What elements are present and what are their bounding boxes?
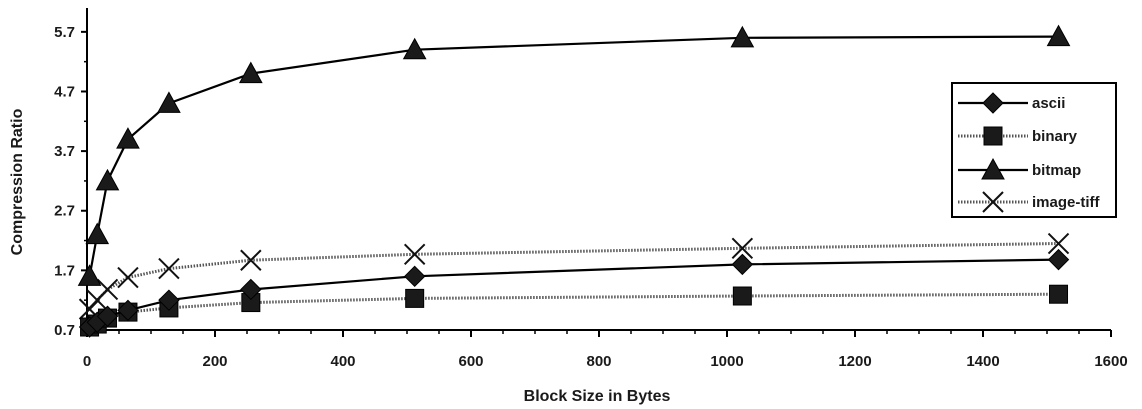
legend-marker bbox=[982, 191, 1004, 213]
marker-stroke bbox=[240, 249, 262, 271]
data-point bbox=[1049, 284, 1069, 304]
y-tick-label: 1.7 bbox=[54, 262, 75, 279]
series-bitmap bbox=[77, 24, 1071, 286]
y-tick-label: 5.7 bbox=[54, 24, 75, 41]
data-point bbox=[96, 305, 119, 327]
series-line bbox=[89, 292, 1059, 329]
legend-item-ascii: ascii bbox=[958, 92, 1065, 114]
series-ascii bbox=[78, 248, 1070, 338]
legend-label: ascii bbox=[1032, 95, 1065, 112]
data-point bbox=[158, 257, 180, 280]
data-point bbox=[117, 299, 139, 322]
data-point bbox=[1047, 232, 1070, 255]
x-tick-label: 800 bbox=[586, 353, 611, 370]
series-line bbox=[88, 35, 1059, 277]
legend-label: binary bbox=[1032, 128, 1078, 145]
legend-label: bitmap bbox=[1032, 162, 1081, 179]
data-point bbox=[405, 288, 425, 308]
legend: ascii binary bitmap image-tiff bbox=[951, 82, 1117, 218]
legend-item-binary: binary bbox=[958, 126, 1078, 146]
x-tick-label: 1400 bbox=[966, 353, 999, 370]
data-point bbox=[96, 278, 119, 301]
x-axis-title: Block Size in Bytes bbox=[524, 388, 671, 405]
legend-box bbox=[951, 82, 1117, 218]
data-point bbox=[731, 237, 754, 260]
legend-item-image-tiff: image-tiff bbox=[958, 191, 1101, 213]
marker-stroke bbox=[403, 243, 426, 265]
x-tick-label: 1600 bbox=[1094, 353, 1127, 370]
legend-items: ascii binary bitmap image-tiff bbox=[958, 92, 1101, 213]
series-layer bbox=[77, 24, 1071, 338]
series-image-tiff bbox=[78, 232, 1070, 320]
marker-stroke bbox=[731, 237, 754, 260]
series-line bbox=[89, 258, 1059, 328]
x-tick-label: 1000 bbox=[710, 353, 743, 370]
data-point bbox=[240, 278, 262, 301]
data-point bbox=[116, 127, 140, 149]
legend-marker bbox=[982, 92, 1004, 114]
data-point bbox=[732, 286, 752, 306]
data-point bbox=[240, 249, 262, 271]
legend-label: image-tiff bbox=[1032, 194, 1101, 211]
y-axis-title: Compression Ratio bbox=[9, 108, 26, 255]
x-tick-label: 400 bbox=[330, 353, 355, 370]
data-point bbox=[85, 222, 110, 245]
data-point bbox=[730, 25, 755, 48]
axes: 0.7 1.7 2.7 3.7 4.7 5.7 0 200 400 600 800 1000 1200 1… bbox=[54, 8, 1128, 370]
y-tick-label: 3.7 bbox=[54, 143, 75, 160]
marker-stroke bbox=[158, 257, 180, 280]
marker-stroke bbox=[117, 266, 139, 289]
data-point bbox=[117, 266, 139, 289]
data-point bbox=[238, 61, 263, 84]
data-point bbox=[157, 91, 181, 113]
series-line bbox=[88, 242, 1059, 311]
marker-stroke bbox=[96, 278, 119, 301]
x-tick-label: 600 bbox=[458, 353, 483, 370]
data-point bbox=[77, 264, 102, 286]
y-tick-label: 0.7 bbox=[54, 322, 75, 339]
y-tick-label: 2.7 bbox=[54, 203, 75, 220]
data-point bbox=[1047, 248, 1070, 271]
data-point bbox=[95, 168, 120, 191]
data-point bbox=[402, 37, 427, 60]
data-point bbox=[403, 265, 426, 288]
x-tick-label: 1200 bbox=[838, 353, 871, 370]
data-point bbox=[403, 243, 426, 265]
y-tick-label: 4.7 bbox=[54, 83, 75, 100]
data-point bbox=[158, 289, 180, 311]
marker-stroke bbox=[982, 191, 1004, 213]
marker-stroke bbox=[1047, 232, 1070, 255]
legend-item-bitmap: bitmap bbox=[958, 157, 1081, 180]
legend-marker bbox=[981, 157, 1005, 180]
legend-marker bbox=[983, 126, 1003, 146]
data-point bbox=[731, 253, 754, 276]
x-tick-label: 200 bbox=[202, 353, 227, 370]
x-tick-label: 0 bbox=[83, 353, 91, 370]
data-point bbox=[1046, 24, 1071, 47]
